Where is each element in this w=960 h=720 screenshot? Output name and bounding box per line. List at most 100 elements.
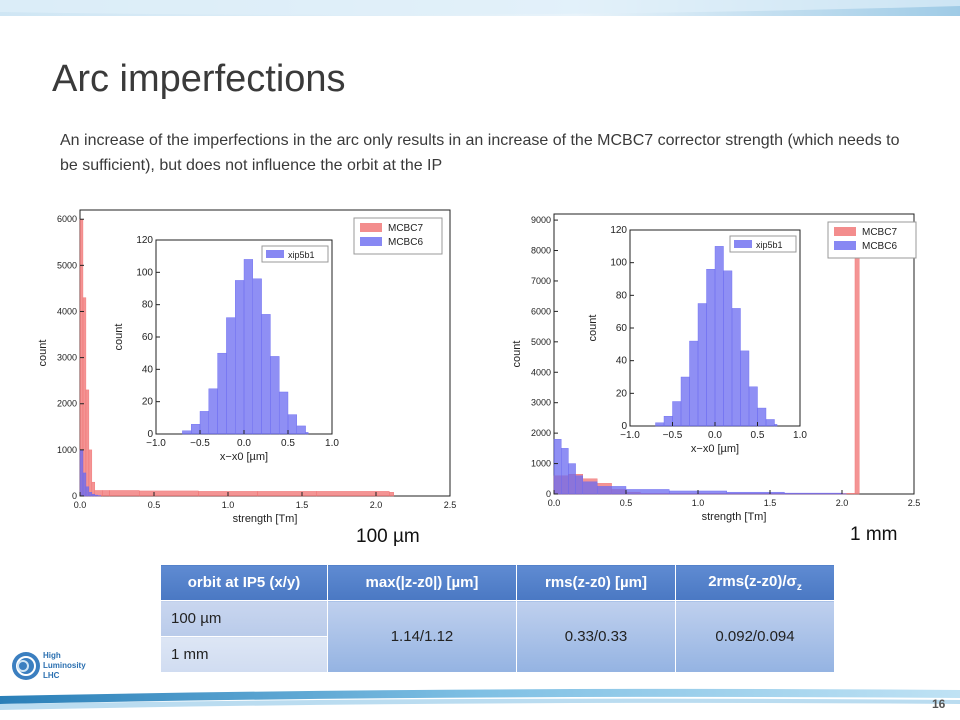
right-xtick-label: 1.5: [764, 498, 777, 508]
left-inset-ytick-label: 120: [136, 235, 153, 246]
right-inset-ytick-label: 120: [610, 225, 627, 236]
top-decor-band: [0, 0, 960, 16]
left-inset-bar-xip5b1-0: [182, 430, 192, 435]
right-bar-mcbc6-6: [625, 489, 670, 495]
cell-ratio: 0.092/0.094: [675, 600, 835, 673]
right-inset-bar-xip5b1-9: [731, 308, 741, 427]
left-inset-legend-swatch: [266, 250, 284, 258]
header-ratio: 2rms(z-z0)/σz: [675, 564, 835, 601]
right-ytick-label: 7000: [531, 276, 551, 286]
right-ytick-label: 4000: [531, 367, 551, 377]
left-inset-bar-xip5b1-13: [296, 425, 306, 435]
left-bar-mcbc6-3: [88, 492, 93, 497]
left-xlabel: strength [Tm]: [233, 513, 298, 525]
right-ytick-label: 6000: [531, 306, 551, 316]
right-scale-label: 1 mm: [850, 524, 898, 545]
right-bar-mcbc6-2: [568, 463, 576, 495]
left-inset-bar-xip5b1-9: [261, 314, 271, 435]
right-inset-legend-swatch: [734, 240, 752, 248]
right-ytick-label: 3000: [531, 398, 551, 408]
orbit-results-table: orbit at IP5 (x/y) max(|z-z0|) [µm] rms(…: [160, 564, 835, 673]
left-inset-bar-xip5b1-5: [226, 317, 236, 435]
row-label-1mm: 1 mm: [160, 636, 328, 673]
left-inset-ytick-label: 100: [136, 267, 153, 278]
left-bar-mcbc7-4: [91, 481, 95, 497]
left-xtick-label: 1.5: [296, 500, 309, 510]
header-max: max(|z-z0|) [µm]: [327, 564, 517, 601]
right-inset-bar-xip5b1-6: [706, 268, 716, 427]
left-inset-xtick-label: 0.0: [237, 438, 251, 449]
left-inset-bar-xip5b1-1: [190, 424, 201, 435]
left-xtick-label: 2.5: [444, 500, 457, 510]
hl-lhc-logo: High Luminosity LHC: [12, 651, 86, 680]
right-main-legend-label: MCBC6: [862, 241, 897, 252]
right-inset-xtick-label: −0.5: [663, 430, 683, 441]
right-inset-xtick-label: 0.5: [751, 430, 765, 441]
left-main-legend-swatch: [360, 223, 382, 232]
table-row: 100 µm 1.14/1.12 0.33/0.33 0.092/0.094: [160, 600, 835, 673]
right-inset-bar-xip5b1-1: [663, 415, 673, 427]
left-bar-mcbc7-6: [101, 490, 110, 497]
right-ytick-label: 0: [546, 489, 551, 499]
right-inset-ytick-label: 60: [616, 323, 628, 334]
right-ytick-label: 8000: [531, 246, 551, 256]
left-ylabel: count: [37, 340, 49, 367]
right-histogram-chart: 0.0 0.5 1.0 1.5 2.0 2.50100020003000400050006…: [511, 213, 921, 523]
left-xtick-label: 0.0: [74, 500, 87, 510]
left-inset-ytick-label: 80: [142, 300, 154, 311]
left-ytick-label: 2000: [57, 399, 77, 409]
left-inset-bar-xip5b1-4: [217, 352, 227, 435]
right-inset-bar-xip5b1-12: [757, 407, 767, 427]
right-inset-ytick-label: 0: [621, 421, 627, 432]
left-inset-ytick-label: 0: [147, 429, 153, 440]
left-bar-mcbc7-10: [257, 491, 318, 497]
left-inset-legend-label: xip5b1: [288, 250, 315, 260]
left-bar-mcbc6-4: [91, 493, 95, 497]
left-scale-label: 100 µm: [356, 526, 420, 547]
right-bar-mcbc6-3: [575, 475, 583, 495]
slide-title: Arc imperfections: [52, 58, 346, 100]
left-bar-mcbc7-12: [375, 491, 390, 497]
left-inset-ytick-label: 20: [142, 397, 154, 408]
right-xtick-label: 0.0: [548, 498, 561, 508]
left-bar-mcbc7-1: [82, 297, 87, 497]
left-bar-mcbc7-13: [389, 492, 394, 497]
right-inset-ytick-label: 20: [616, 388, 628, 399]
left-inset-xtick-label: −0.5: [190, 438, 210, 449]
right-inset-bar-xip5b1-7: [714, 246, 724, 427]
right-xtick-label: 0.5: [620, 498, 633, 508]
left-histogram-chart: 0.0 0.5 1.0 1.5 2.0 2.50100020003000400050006…: [37, 209, 457, 525]
right-inset-legend-label: xip5b1: [756, 240, 783, 250]
right-ytick-label: 9000: [531, 215, 551, 225]
logo-text-1: High: [43, 651, 61, 660]
right-inset-bar-xip5b1-3: [680, 376, 690, 427]
right-bar-mcbc6-5: [596, 486, 627, 495]
left-ytick-label: 0: [72, 491, 77, 501]
right-inset-xtick-label: 0.0: [708, 430, 722, 441]
left-inset-bar-xip5b1-12: [287, 414, 298, 435]
left-main-legend-label: MCBC6: [388, 237, 423, 248]
left-bar-mcbc7-3: [88, 449, 93, 497]
right-inset-ytick-label: 40: [616, 356, 628, 367]
left-bar-mcbc7-8: [138, 490, 199, 497]
left-inset-xtick-label: −1.0: [146, 438, 166, 449]
left-bar-mcbc6-1: [82, 472, 87, 497]
right-xtick-label: 2.5: [908, 498, 921, 508]
left-main-legend-swatch: [360, 237, 382, 246]
left-bar-mcbc7-7: [109, 490, 140, 497]
left-bar-mcbc6-0: [79, 449, 84, 497]
left-ytick-label: 5000: [57, 260, 77, 270]
left-inset-bar-xip5b1-6: [234, 280, 245, 435]
right-bar-mcbc6-4: [582, 481, 598, 495]
right-bar-mcbc6-9: [784, 492, 843, 495]
header-ratio-text: 2rms(z-z0)/σ: [708, 572, 797, 590]
header-ratio-subscript: z: [796, 581, 802, 593]
left-inset-bar-xip5b1-7: [243, 259, 254, 435]
right-main-legend-label: MCBC7: [862, 227, 897, 238]
left-inset-bar-xip5b1-8: [252, 278, 262, 435]
header-orbit: orbit at IP5 (x/y): [160, 564, 328, 601]
left-inset-bar-xip5b1-3: [208, 388, 218, 435]
right-inset-bar-xip5b1-11: [748, 386, 758, 427]
logo-text-3: LHC: [43, 671, 60, 680]
cell-max: 1.14/1.12: [327, 600, 517, 673]
